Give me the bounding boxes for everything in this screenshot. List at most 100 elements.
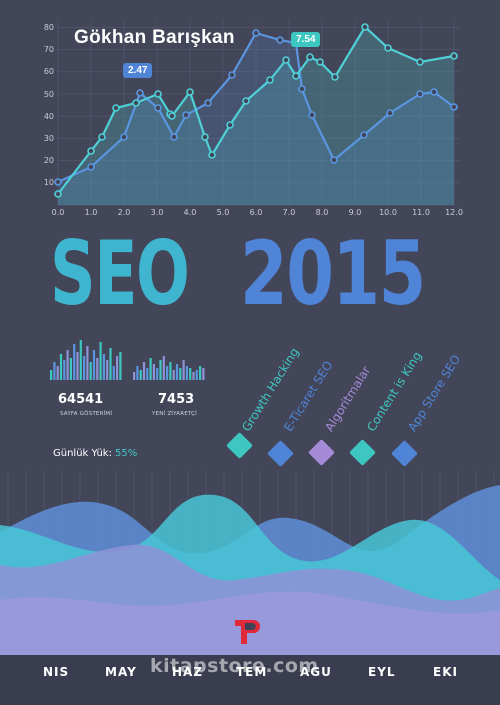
chart-point	[330, 156, 338, 164]
mini-bar	[102, 354, 105, 380]
month-label: TEM	[236, 665, 268, 679]
mini-bar	[156, 368, 159, 380]
mini-bar	[169, 362, 172, 380]
mini-bar	[83, 356, 86, 380]
mini-bar	[112, 366, 115, 380]
x-tick: 12.0	[445, 208, 463, 217]
chart-point	[154, 90, 162, 98]
month-label: HAZ	[172, 665, 204, 679]
mini-bar	[149, 358, 152, 380]
tag-square-algoritmalar	[308, 439, 335, 466]
teal-series-area	[58, 27, 454, 205]
y-tick: 80	[43, 23, 54, 32]
mini-bar	[185, 366, 188, 380]
chart-point	[226, 121, 234, 129]
chart-point	[168, 112, 176, 120]
mini-bar	[146, 368, 149, 380]
chart-point	[416, 90, 424, 98]
y-tick: 10	[43, 178, 54, 187]
daily-load-value: 55%	[114, 448, 138, 459]
y-tick: 60	[43, 67, 54, 76]
mini-bar	[142, 362, 146, 380]
month-label: AGU	[300, 665, 332, 679]
chart-point	[182, 111, 190, 119]
mini-bar	[99, 342, 102, 380]
mini-bar-chart-pageviews	[50, 340, 122, 380]
x-tick: 5.0	[216, 208, 230, 217]
chart-point	[430, 88, 438, 96]
stat-label-visitors: YENİ ZİYARETÇİ	[152, 411, 198, 417]
stat-label-pageviews: SAYFA GÖSTERİMİ	[60, 411, 113, 417]
chart-point	[386, 109, 394, 117]
author-name: Gökhan Barışkan	[74, 27, 235, 48]
chart-point	[276, 36, 284, 44]
x-tick: 8.0	[315, 208, 329, 217]
chart-point	[331, 73, 339, 81]
chart-point	[360, 131, 368, 139]
mini-bar	[172, 370, 175, 380]
chart-point	[136, 89, 144, 97]
x-tick: 6.0	[249, 208, 263, 217]
chart-point	[416, 58, 424, 66]
chart-point	[208, 151, 216, 159]
mini-bar	[59, 354, 63, 380]
x-tick: 7.0	[282, 208, 296, 217]
mini-bar	[159, 360, 162, 380]
chart-point	[170, 133, 178, 141]
month-band	[0, 655, 500, 705]
chart-point	[54, 178, 62, 186]
chart-point	[87, 163, 95, 171]
y-tick: 20	[43, 156, 54, 165]
daily-load-label: Günlük Yük:	[53, 448, 112, 459]
chart-point	[154, 104, 162, 112]
chart-point	[204, 99, 212, 107]
mini-bar	[139, 370, 142, 380]
mini-bar	[133, 372, 136, 380]
chart-point	[201, 133, 209, 141]
mini-bar	[166, 366, 169, 380]
mini-bar	[69, 358, 72, 380]
y-tick: 30	[43, 134, 54, 143]
mini-bar	[53, 362, 56, 380]
chart-point	[54, 190, 62, 198]
x-tick: 10.0	[379, 208, 397, 217]
chart-point	[292, 72, 300, 80]
mini-bar	[202, 368, 205, 380]
mini-bar	[92, 350, 96, 380]
blue-series-line	[57, 31, 455, 184]
mini-bar	[66, 350, 69, 380]
line-chart	[54, 20, 460, 206]
mini-bar	[106, 360, 109, 380]
x-tick: 9.0	[348, 208, 362, 217]
mini-bar	[76, 352, 79, 380]
chart-point	[361, 23, 369, 31]
mini-bar	[195, 370, 198, 380]
month-label: NIS	[43, 665, 70, 679]
callout-label: 7.54	[291, 32, 321, 47]
tag-square-eticaret	[267, 440, 294, 467]
mini-bars	[133, 356, 205, 380]
blue-series-area	[58, 33, 454, 205]
mini-bar	[79, 340, 82, 380]
month-label: EKI	[433, 665, 458, 679]
mini-bar	[152, 364, 155, 380]
mini-bar	[86, 346, 89, 380]
chart-point	[450, 103, 458, 111]
title-year: 2015	[240, 222, 426, 325]
mini-bar	[175, 364, 179, 380]
mini-bar	[96, 358, 99, 380]
title-seo: SEO	[50, 222, 190, 325]
month-label: EYL	[368, 665, 396, 679]
x-tick: 11.0	[412, 208, 430, 217]
tag-square-growth	[226, 432, 253, 459]
teal-series-points	[54, 23, 458, 198]
x-tick: 3.0	[150, 208, 164, 217]
chart-point	[228, 71, 236, 79]
mini-bar	[109, 348, 112, 380]
mini-bar	[50, 370, 53, 380]
y-tick: 40	[43, 112, 54, 121]
chart-point	[87, 147, 95, 155]
x-tick: 2.0	[117, 208, 131, 217]
tag-square-content	[349, 439, 376, 466]
chart-point	[308, 111, 316, 119]
